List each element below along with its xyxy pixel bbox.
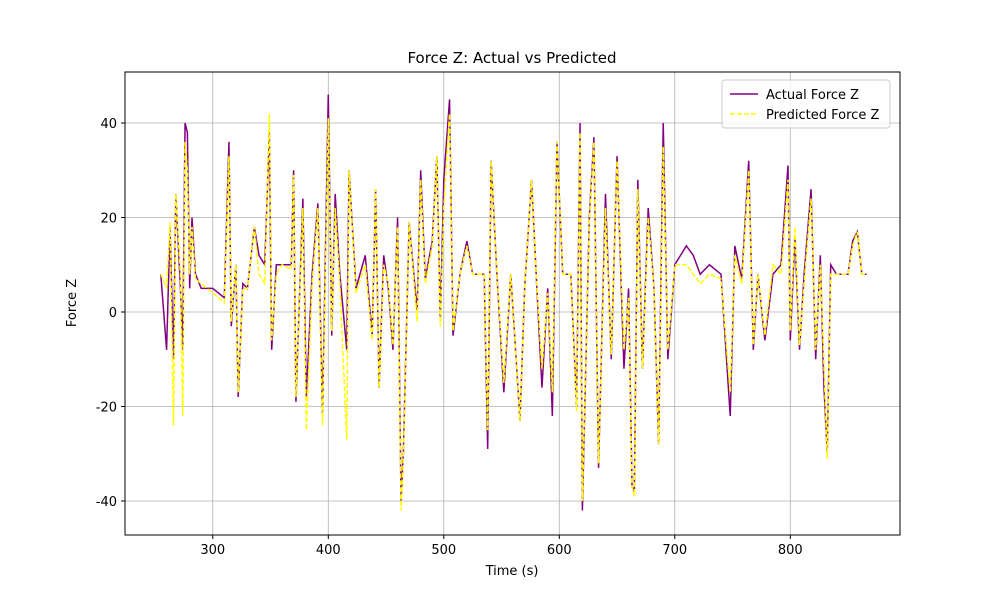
y-tick-label: 40 (100, 117, 117, 132)
x-axis-label: Time (s) (485, 564, 539, 579)
x-tick-label: 700 (662, 543, 687, 558)
y-tick-label: -40 (96, 495, 117, 510)
y-tick-label: 0 (109, 306, 117, 321)
y-axis-label: Force Z (65, 279, 80, 327)
legend-box (721, 79, 891, 129)
x-tick-label: 300 (200, 543, 225, 558)
y-tick-label: -20 (96, 400, 117, 415)
x-tick-label: 500 (431, 543, 456, 558)
plot-frame (124, 71, 901, 536)
x-tick-label: 800 (778, 543, 803, 558)
chart-title: Force Z: Actual vs Predicted (407, 49, 616, 67)
legend-label: Actual Force Z (766, 88, 859, 103)
legend-label: Predicted Force Z (766, 108, 879, 123)
y-tick-label: 20 (100, 212, 117, 227)
x-tick-label: 400 (316, 543, 341, 558)
line-series (160, 113, 867, 511)
x-tick-label: 600 (547, 543, 572, 558)
